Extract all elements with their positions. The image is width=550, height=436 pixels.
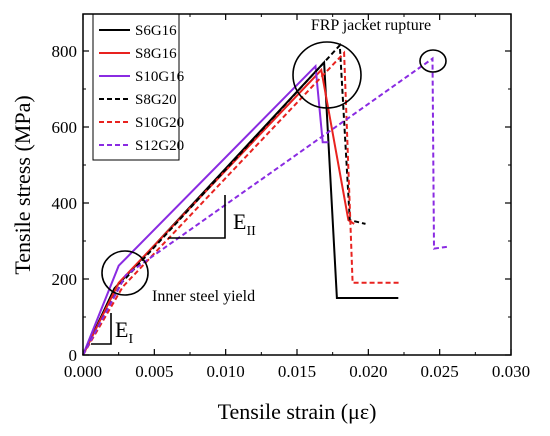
y-tick-label: 400 xyxy=(52,194,78,213)
x-tick-label: 0.005 xyxy=(135,362,173,381)
rupture-circle-small xyxy=(419,49,447,73)
x-tick-label: 0.020 xyxy=(349,362,387,381)
y-tick-label: 200 xyxy=(52,270,78,289)
series-layer xyxy=(82,42,449,356)
y-axis-title: Tensile stress (MPa) xyxy=(10,95,35,274)
series-line-s6g16 xyxy=(82,59,399,356)
e2-slope-triangle xyxy=(168,195,226,239)
y-tick-label: 800 xyxy=(52,42,78,61)
annotations: FRP jacket rupture Inner steel yield EI … xyxy=(91,17,447,347)
axis-ticks: 0.000 0.005 0.010 0.015 0.020 0.025 0.030 0 200 4… xyxy=(52,14,530,381)
x-tick-label: 0.000 xyxy=(64,362,102,381)
legend-label-s12g20: S12G20 xyxy=(135,138,184,154)
y-tick-label: 0 xyxy=(69,346,78,365)
legend-box xyxy=(92,13,180,161)
x-tick-label: 0.030 xyxy=(492,362,530,381)
rupture-circle xyxy=(292,41,362,109)
legend-label-s10g16: S10G16 xyxy=(135,69,185,85)
plot-frame xyxy=(82,13,512,356)
e2-label: EII xyxy=(233,209,256,239)
x-tick-label: 0.010 xyxy=(207,362,245,381)
x-tick-label: 0.015 xyxy=(278,362,316,381)
series-line-s10g16 xyxy=(82,63,329,356)
e1-slope-triangle xyxy=(91,313,112,345)
legend: S6G16 S8G16 S10G16 S8G20 S10G20 S12G20 xyxy=(92,13,185,161)
legend-label-s10g20: S10G20 xyxy=(135,115,184,131)
series-line-s10g20 xyxy=(82,50,400,356)
y-tick-label: 600 xyxy=(52,118,78,137)
legend-label-s6g16: S6G16 xyxy=(135,23,177,39)
yield-label: Inner steel yield xyxy=(152,288,255,305)
e1-label: EI xyxy=(115,317,133,347)
legend-label-s8g16: S8G16 xyxy=(135,46,177,62)
rupture-label: FRP jacket rupture xyxy=(311,17,431,34)
legend-label-s8g20: S8G20 xyxy=(135,92,177,108)
series-line-s8g20 xyxy=(82,42,366,356)
series-line-s12g20 xyxy=(82,56,449,356)
x-axis-title: Tensile strain (με) xyxy=(218,399,377,424)
x-tick-label: 0.025 xyxy=(421,362,459,381)
yield-circle xyxy=(101,250,149,296)
